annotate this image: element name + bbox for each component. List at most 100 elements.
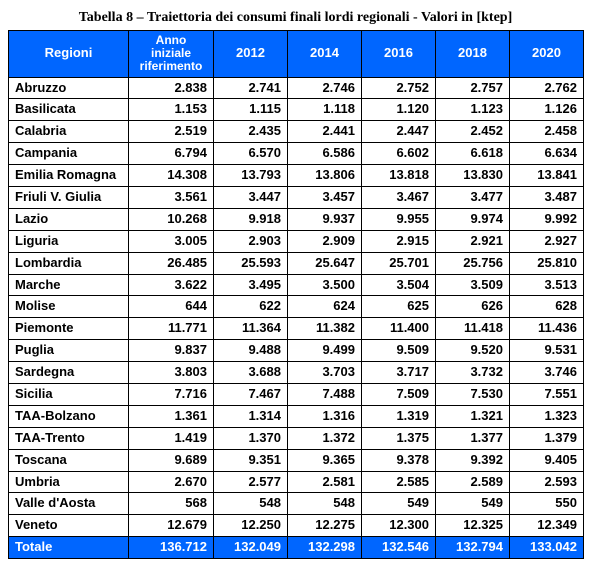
value-cell: 624 (288, 296, 362, 318)
value-cell: 12.349 (510, 515, 584, 537)
value-cell: 1.323 (510, 405, 584, 427)
value-cell: 9.974 (436, 208, 510, 230)
region-cell: Sardegna (9, 362, 129, 384)
value-cell: 13.830 (436, 165, 510, 187)
value-cell: 1.118 (288, 99, 362, 121)
value-cell: 13.818 (362, 165, 436, 187)
value-cell: 3.477 (436, 187, 510, 209)
table-row: Lombardia26.48525.59325.64725.70125.7562… (9, 252, 584, 274)
total-row: Totale 136.712 132.049 132.298 132.546 1… (9, 537, 584, 559)
value-cell: 6.618 (436, 143, 510, 165)
table-row: Molise644622624625626628 (9, 296, 584, 318)
table-caption: Tabella 8 – Traiettoria dei consumi fina… (8, 8, 583, 30)
value-cell: 9.992 (510, 208, 584, 230)
value-cell: 2.585 (362, 471, 436, 493)
total-cell: 132.049 (214, 537, 288, 559)
value-cell: 3.688 (214, 362, 288, 384)
value-cell: 1.321 (436, 405, 510, 427)
col-header-region: Regioni (9, 31, 129, 78)
value-cell: 13.793 (214, 165, 288, 187)
table-row: Calabria2.5192.4352.4412.4472.4522.458 (9, 121, 584, 143)
value-cell: 2.589 (436, 471, 510, 493)
value-cell: 1.419 (129, 427, 214, 449)
value-cell: 550 (510, 493, 584, 515)
value-cell: 628 (510, 296, 584, 318)
region-cell: Marche (9, 274, 129, 296)
value-cell: 2.577 (214, 471, 288, 493)
value-cell: 1.370 (214, 427, 288, 449)
value-cell: 1.126 (510, 99, 584, 121)
value-cell: 2.927 (510, 230, 584, 252)
value-cell: 9.378 (362, 449, 436, 471)
col-header-2020: 2020 (510, 31, 584, 78)
value-cell: 3.467 (362, 187, 436, 209)
value-cell: 548 (288, 493, 362, 515)
value-cell: 1.316 (288, 405, 362, 427)
value-cell: 3.487 (510, 187, 584, 209)
value-cell: 2.741 (214, 77, 288, 99)
value-cell: 13.841 (510, 165, 584, 187)
value-cell: 9.937 (288, 208, 362, 230)
value-cell: 622 (214, 296, 288, 318)
value-cell: 6.570 (214, 143, 288, 165)
region-cell: Sicilia (9, 384, 129, 406)
value-cell: 12.250 (214, 515, 288, 537)
value-cell: 2.909 (288, 230, 362, 252)
region-cell: Valle d'Aosta (9, 493, 129, 515)
table-row: Liguria3.0052.9032.9092.9152.9212.927 (9, 230, 584, 252)
value-cell: 11.418 (436, 318, 510, 340)
table-row: Abruzzo2.8382.7412.7462.7522.7572.762 (9, 77, 584, 99)
value-cell: 2.447 (362, 121, 436, 143)
total-label: Totale (9, 537, 129, 559)
value-cell: 3.803 (129, 362, 214, 384)
region-cell: TAA-Trento (9, 427, 129, 449)
table-body: Abruzzo2.8382.7412.7462.7522.7572.762Bas… (9, 77, 584, 537)
value-cell: 2.670 (129, 471, 214, 493)
value-cell: 1.115 (214, 99, 288, 121)
total-cell: 132.794 (436, 537, 510, 559)
value-cell: 12.300 (362, 515, 436, 537)
value-cell: 3.504 (362, 274, 436, 296)
value-cell: 2.915 (362, 230, 436, 252)
value-cell: 11.382 (288, 318, 362, 340)
value-cell: 25.593 (214, 252, 288, 274)
value-cell: 6.586 (288, 143, 362, 165)
value-cell: 14.308 (129, 165, 214, 187)
region-cell: Molise (9, 296, 129, 318)
value-cell: 625 (362, 296, 436, 318)
header-row: Regioni Annoinizialeriferimento 2012 201… (9, 31, 584, 78)
region-cell: Puglia (9, 340, 129, 362)
table-row: Basilicata1.1531.1151.1181.1201.1231.126 (9, 99, 584, 121)
value-cell: 11.771 (129, 318, 214, 340)
value-cell: 9.955 (362, 208, 436, 230)
region-cell: Campania (9, 143, 129, 165)
value-cell: 11.436 (510, 318, 584, 340)
value-cell: 1.375 (362, 427, 436, 449)
value-cell: 3.509 (436, 274, 510, 296)
value-cell: 9.488 (214, 340, 288, 362)
value-cell: 12.275 (288, 515, 362, 537)
total-cell: 133.042 (510, 537, 584, 559)
value-cell: 3.732 (436, 362, 510, 384)
col-header-2016: 2016 (362, 31, 436, 78)
value-cell: 9.918 (214, 208, 288, 230)
value-cell: 9.509 (362, 340, 436, 362)
value-cell: 7.467 (214, 384, 288, 406)
region-cell: Toscana (9, 449, 129, 471)
value-cell: 549 (362, 493, 436, 515)
value-cell: 9.351 (214, 449, 288, 471)
value-cell: 9.392 (436, 449, 510, 471)
col-header-2012: 2012 (214, 31, 288, 78)
table-row: Emilia Romagna14.30813.79313.80613.81813… (9, 165, 584, 187)
value-cell: 2.757 (436, 77, 510, 99)
value-cell: 9.365 (288, 449, 362, 471)
value-cell: 2.581 (288, 471, 362, 493)
total-cell: 132.546 (362, 537, 436, 559)
value-cell: 9.405 (510, 449, 584, 471)
region-cell: Emilia Romagna (9, 165, 129, 187)
region-cell: Lazio (9, 208, 129, 230)
value-cell: 1.319 (362, 405, 436, 427)
value-cell: 7.530 (436, 384, 510, 406)
value-cell: 3.513 (510, 274, 584, 296)
region-cell: Basilicata (9, 99, 129, 121)
